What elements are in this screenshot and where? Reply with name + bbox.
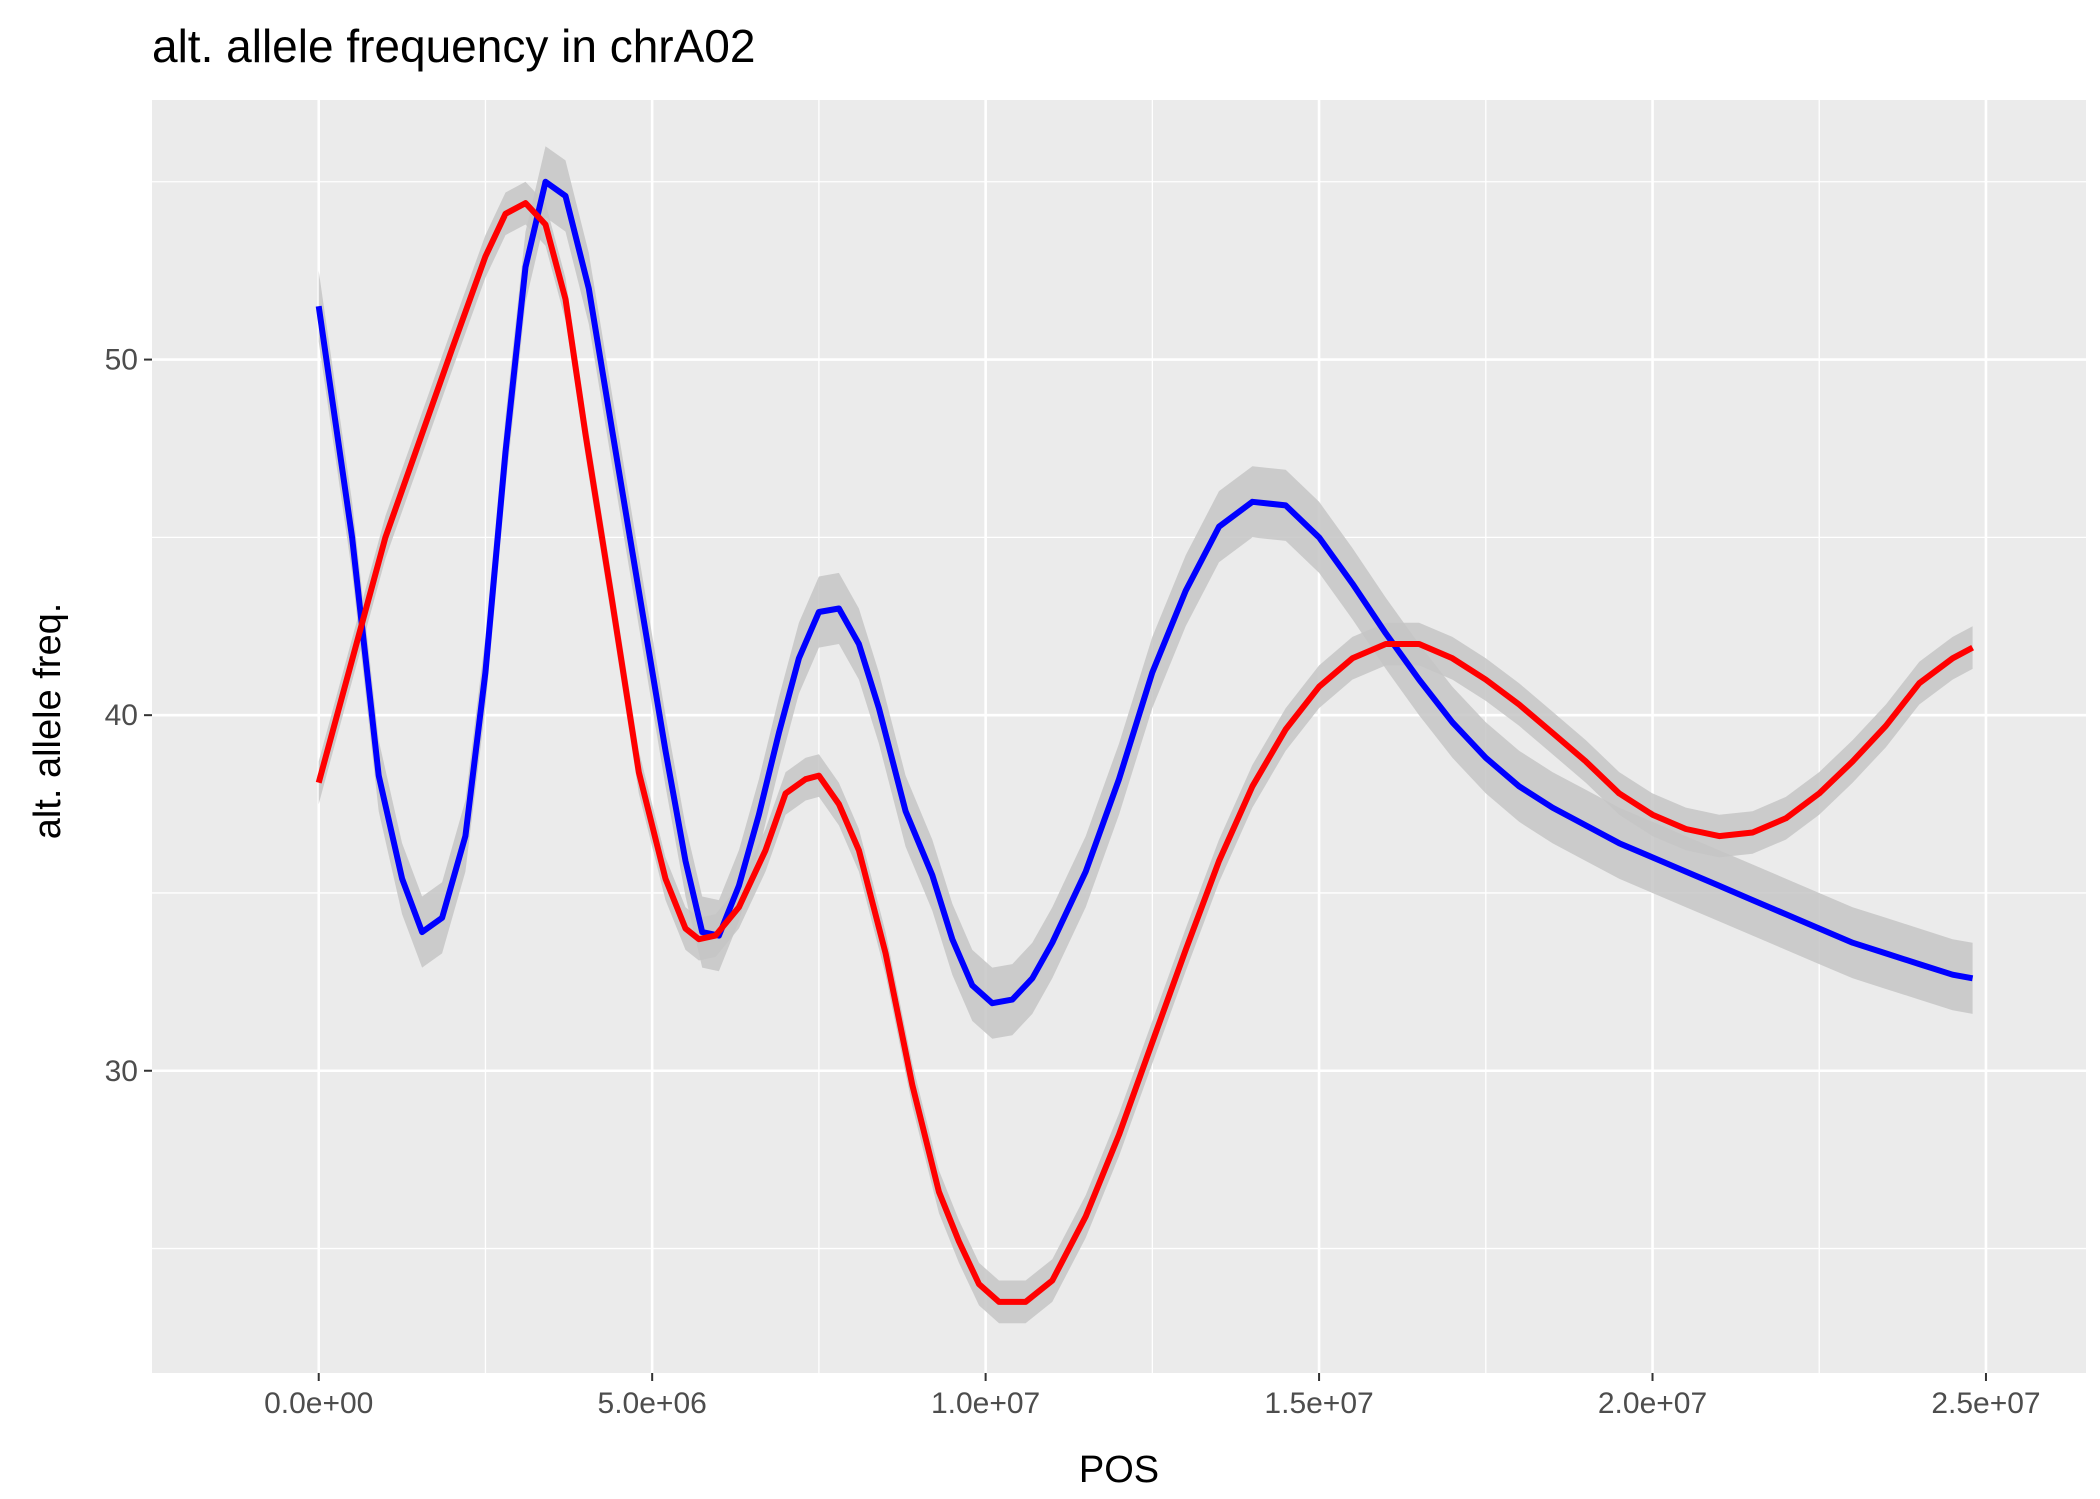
grid-minor [152,100,2086,1373]
y-tick-label: 50 [105,344,138,377]
x-tick-label: 2.5e+07 [1931,1387,2040,1420]
y-tick-label: 30 [105,1055,138,1088]
x-tick-label: 2.0e+07 [1598,1387,1707,1420]
grid-major [152,100,2086,1373]
x-axis: 0.0e+00 5.0e+06 1.0e+07 1.5e+07 2.0e+07 2.5e+… [264,1373,2041,1420]
x-tick-label: 1.5e+07 [1264,1387,1373,1420]
x-tick-label: 0.0e+00 [264,1387,373,1420]
y-axis: 30 40 50 [105,344,152,1088]
x-axis-title: POS [1079,1449,1159,1491]
series-lines [315,178,1975,1305]
confidence-bands [318,146,1973,1324]
series-line-1 [315,178,1974,1007]
y-tick-label: 40 [105,699,138,732]
y-axis-title: alt. allele freq. [27,603,69,840]
confidence-band-1 [318,146,1973,1039]
plot-panel [152,100,2086,1373]
x-tick-label: 5.0e+06 [598,1387,707,1420]
series-line-2 [315,200,1975,1305]
x-tick-label: 1.0e+07 [931,1387,1040,1420]
chart-title: alt. allele frequency in chrA02 [152,20,755,72]
